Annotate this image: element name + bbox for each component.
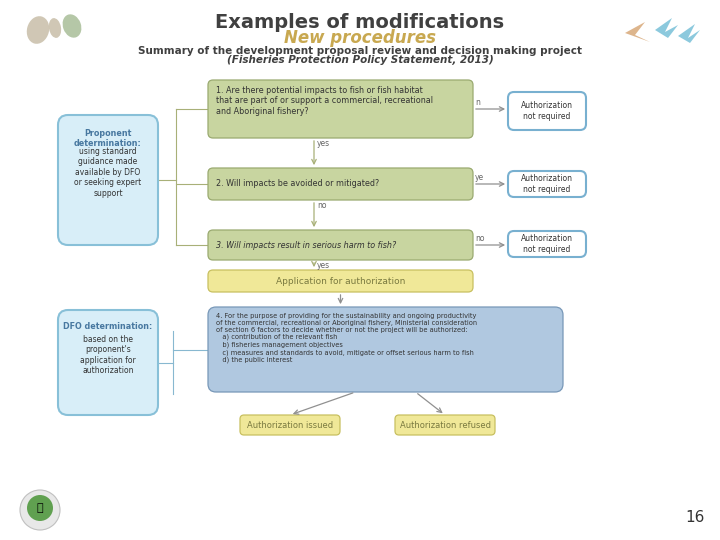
FancyBboxPatch shape — [208, 230, 473, 260]
Text: 2. Will impacts be avoided or mitigated?: 2. Will impacts be avoided or mitigated? — [216, 179, 379, 188]
Text: yes: yes — [317, 261, 330, 270]
Text: Summary of the development proposal review and decision making project: Summary of the development proposal revi… — [138, 46, 582, 56]
FancyBboxPatch shape — [508, 171, 586, 197]
Text: Authorization refused: Authorization refused — [400, 421, 490, 429]
Circle shape — [27, 495, 53, 521]
Polygon shape — [655, 18, 678, 38]
Text: DFO determination:: DFO determination: — [63, 322, 153, 331]
FancyBboxPatch shape — [58, 310, 158, 415]
Text: (Fisheries Protection Policy Statement, 2013): (Fisheries Protection Policy Statement, … — [227, 55, 493, 65]
FancyBboxPatch shape — [240, 415, 340, 435]
FancyBboxPatch shape — [58, 115, 158, 245]
Text: Proponent
determination:: Proponent determination: — [74, 129, 142, 149]
Text: no: no — [317, 201, 326, 210]
Text: n: n — [475, 98, 480, 107]
Text: ye: ye — [475, 173, 484, 182]
Ellipse shape — [63, 15, 81, 38]
Text: yes: yes — [317, 139, 330, 148]
Ellipse shape — [49, 18, 61, 38]
Text: no: no — [475, 234, 485, 243]
FancyBboxPatch shape — [208, 168, 473, 200]
Polygon shape — [678, 24, 700, 43]
FancyBboxPatch shape — [395, 415, 495, 435]
Text: based on the
proponent's
application for
authorization: based on the proponent's application for… — [80, 335, 136, 375]
FancyBboxPatch shape — [208, 80, 473, 138]
Circle shape — [20, 490, 60, 530]
Text: 🐟: 🐟 — [37, 503, 43, 513]
Text: Examples of modifications: Examples of modifications — [215, 14, 505, 32]
Text: 3. Will impacts result in serious harm to fish?: 3. Will impacts result in serious harm t… — [216, 240, 396, 249]
Text: Authorization
not required: Authorization not required — [521, 174, 573, 194]
FancyBboxPatch shape — [208, 307, 563, 392]
Text: 4. For the purpose of providing for the sustainability and ongoing productivity
: 4. For the purpose of providing for the … — [216, 313, 477, 363]
Text: Authorization issued: Authorization issued — [247, 421, 333, 429]
Text: using standard
guidance made
available by DFO
or seeking expert
support: using standard guidance made available b… — [74, 147, 142, 198]
FancyBboxPatch shape — [508, 231, 586, 257]
Text: 16: 16 — [685, 510, 705, 525]
Text: 1. Are there potential impacts to fish or fish habitat
that are part of or suppo: 1. Are there potential impacts to fish o… — [216, 86, 433, 116]
Text: Authorization
not required: Authorization not required — [521, 234, 573, 254]
Text: Application for authorization: Application for authorization — [276, 276, 405, 286]
Text: Authorization
not required: Authorization not required — [521, 102, 573, 121]
Text: New procedures: New procedures — [284, 29, 436, 47]
Ellipse shape — [27, 16, 49, 44]
Polygon shape — [625, 22, 650, 42]
FancyBboxPatch shape — [508, 92, 586, 130]
FancyBboxPatch shape — [208, 270, 473, 292]
